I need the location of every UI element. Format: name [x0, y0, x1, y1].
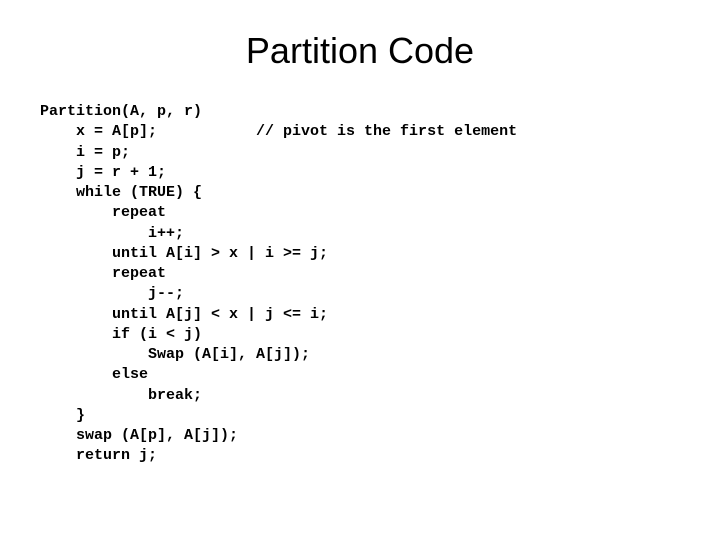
slide-title: Partition Code — [40, 30, 680, 72]
slide-container: Partition Code Partition(A, p, r) x = A[… — [0, 0, 720, 540]
code-block: Partition(A, p, r) x = A[p]; // pivot is… — [40, 102, 680, 467]
